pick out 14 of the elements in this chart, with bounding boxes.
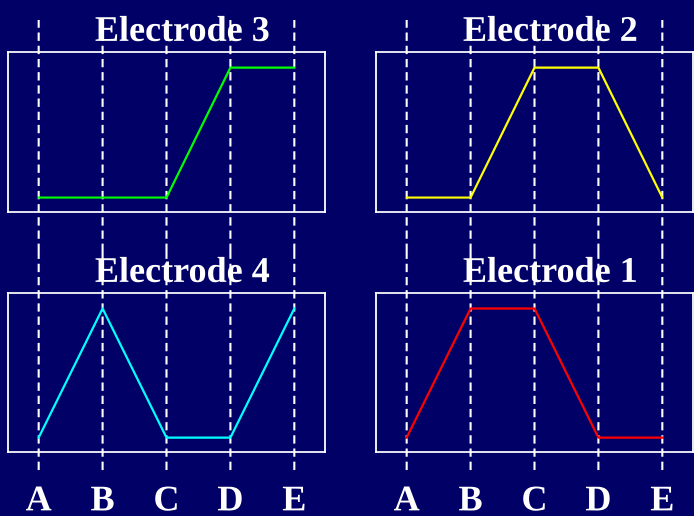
x-tick-label: C	[155, 486, 177, 511]
chart-title: Electrode 1	[464, 256, 636, 282]
chart-title: Electrode 2	[464, 16, 636, 42]
x-tick-label: C	[523, 486, 545, 511]
chart-title: Electrode 4	[96, 256, 270, 282]
x-tick-label: D	[586, 486, 610, 510]
x-tick-label: B	[91, 486, 114, 510]
x-tick-label: E	[282, 486, 305, 510]
x-tick-label: A	[26, 486, 52, 510]
x-tick-label: B	[459, 486, 482, 510]
x-tick-label: A	[394, 486, 420, 510]
x-tick-label: E	[650, 486, 673, 510]
chart-title: Electrode 3	[96, 16, 269, 42]
x-tick-label: D	[218, 486, 242, 510]
